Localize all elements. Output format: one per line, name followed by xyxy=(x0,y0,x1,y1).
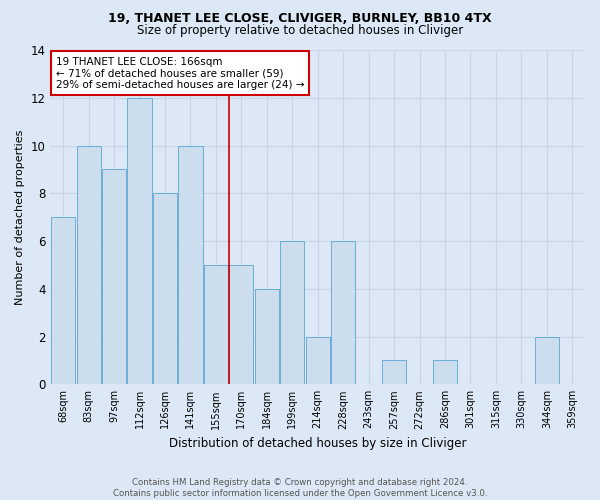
X-axis label: Distribution of detached houses by size in Cliviger: Distribution of detached houses by size … xyxy=(169,437,466,450)
Bar xyxy=(255,289,279,384)
Bar xyxy=(178,146,203,384)
Bar xyxy=(229,265,253,384)
Bar xyxy=(77,146,101,384)
Bar xyxy=(51,217,75,384)
Bar xyxy=(102,170,126,384)
Bar xyxy=(331,241,355,384)
Bar xyxy=(305,336,330,384)
Bar xyxy=(153,194,177,384)
Text: Size of property relative to detached houses in Cliviger: Size of property relative to detached ho… xyxy=(137,24,463,37)
Text: Contains HM Land Registry data © Crown copyright and database right 2024.
Contai: Contains HM Land Registry data © Crown c… xyxy=(113,478,487,498)
Bar xyxy=(280,241,304,384)
Text: 19, THANET LEE CLOSE, CLIVIGER, BURNLEY, BB10 4TX: 19, THANET LEE CLOSE, CLIVIGER, BURNLEY,… xyxy=(108,12,492,26)
Y-axis label: Number of detached properties: Number of detached properties xyxy=(15,130,25,305)
Bar xyxy=(127,98,152,384)
Bar xyxy=(535,336,559,384)
Text: 19 THANET LEE CLOSE: 166sqm
← 71% of detached houses are smaller (59)
29% of sem: 19 THANET LEE CLOSE: 166sqm ← 71% of det… xyxy=(56,56,304,90)
Bar xyxy=(382,360,406,384)
Bar xyxy=(204,265,228,384)
Bar xyxy=(433,360,457,384)
